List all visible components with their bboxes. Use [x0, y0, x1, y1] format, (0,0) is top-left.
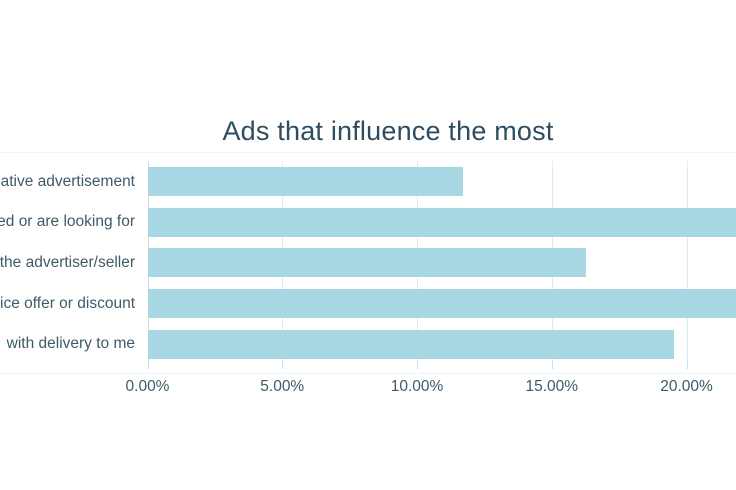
value-axis-tick-label: 10.00%	[390, 378, 444, 395]
bar	[148, 289, 736, 319]
plot-border-bottom	[0, 373, 736, 374]
gridline	[686, 161, 688, 361]
value-axis-tick-label: 0.00%	[125, 378, 170, 395]
axis-tick-mark	[282, 361, 284, 369]
category-label: with delivery to me	[6, 335, 135, 353]
category-label: the advertiser/seller	[0, 253, 135, 271]
axis-tick-mark	[551, 361, 553, 369]
value-axis-tick-label: 5.00%	[260, 378, 305, 395]
category-label: ed or are looking for	[0, 213, 135, 231]
axis-tick-mark	[147, 361, 149, 369]
plot-border-top	[0, 152, 736, 153]
chart-title: Ads that influence the most	[222, 116, 554, 146]
value-axis-tick-label: 15.00%	[525, 378, 579, 395]
bar	[148, 329, 674, 359]
axis-tick-mark	[686, 361, 688, 369]
bar	[148, 248, 586, 278]
value-axis-tick-label: 20.00%	[660, 378, 713, 395]
category-label: ice offer or discount	[0, 294, 135, 312]
bar	[148, 167, 464, 196]
axis-tick-mark	[417, 361, 418, 369]
category-label: ative advertisement	[0, 172, 135, 190]
bar	[148, 207, 736, 237]
